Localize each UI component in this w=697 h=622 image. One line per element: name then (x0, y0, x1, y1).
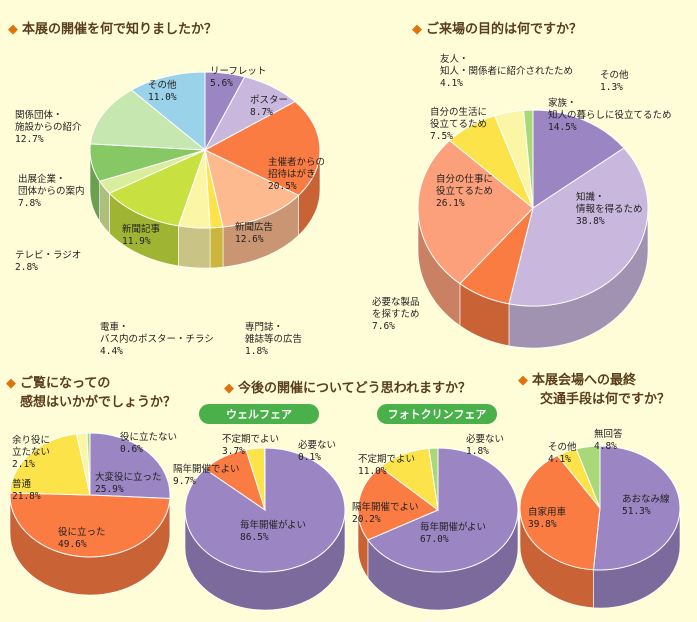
slice-label-1-2: ポスター 8.7% (250, 95, 288, 118)
slice-label-3-2: 役に立った 49.6% (58, 526, 106, 550)
slice-label-3-3: 普通 21.8% (12, 478, 41, 502)
slice-label-1-6: 電車・バス内のポスター・チラシ 4.4% (100, 321, 214, 357)
diamond-marker-icon: ◆ (224, 381, 234, 396)
pie-side-1-6 (178, 225, 211, 269)
pie-slice-1-10 (89, 89, 207, 151)
pie-slice-3-3 (9, 433, 91, 496)
slice-label-1-7: 新聞記事 11.9% (122, 223, 161, 247)
pie-slice-2-7 (523, 109, 534, 209)
header-4-text: 今後の開催についてどう思われますか？ (237, 380, 471, 396)
slice-label-2-7: その他 1.3% (600, 69, 629, 93)
pie-slice-2-2 (508, 147, 649, 307)
header-4: ◆ 今後の開催についてどう思われますか？ (224, 380, 471, 396)
pie-slice-4-4 (263, 447, 266, 511)
pie-slice-3-5 (86, 432, 91, 496)
slice-label-4-2: 隔年開催でよい 9.7% (173, 463, 240, 487)
slice-label-1-8: テレビ・ラジオ 2.8% (15, 250, 81, 273)
slice-label-3-5: 役に立たない 0.6% (120, 431, 177, 455)
pill-photo: フォトクリンフェア (377, 404, 497, 424)
diamond-marker-icon: ◆ (518, 373, 528, 388)
slice-label-2-5: 自分の生活に役立てるため 7.5% (430, 106, 487, 142)
header-2: ◆ ご来場の目的は何ですか？ (412, 21, 582, 37)
pie-slice-5-2 (357, 466, 439, 541)
header-3-line1: ご覧になっての (20, 375, 110, 391)
header-2-text: ご来場の目的は何ですか？ (426, 21, 582, 37)
slice-label-4-1: 毎年開催がよい 86.5% (240, 519, 306, 543)
slice-label-4-3: 不定期でよい 3.7% (222, 433, 279, 457)
slice-label-1-9: 出展企業・団体からの案内 7.8% (18, 173, 85, 209)
header-3: ◆ ご覧になっての 感想はいかがでしょうか？ (6, 375, 176, 410)
slice-label-1-5: 専門誌・雑誌等の広告 1.8% (245, 321, 302, 357)
pie-chart-5: 毎年開催がよい 67.0%隔年開催でよい 20.2% 不定期でよい 11.0% 必要ない 1… (352, 433, 519, 611)
pie-side-1-5 (209, 226, 224, 269)
header-5-line2: 交通手段は何ですか？ (540, 391, 670, 407)
pie-slice-5-4 (428, 447, 439, 511)
slice-label-2-4: 自分の仕事に役立てるため 26.1% (436, 173, 493, 209)
pie-slice-3-1 (89, 432, 171, 500)
pie-slice-1-3 (203, 100, 321, 196)
header-5: ◆ 本展会場への最終 交通手段は何ですか？ (518, 372, 670, 407)
slice-label-2-6: 友人・知人・関係者に紹介されたため 4.1% (440, 53, 573, 89)
header-1-text: 本展の開催を何で知りましたか？ (22, 21, 217, 37)
pill-welfare-bg (199, 404, 319, 424)
header-3-line2: 感想はいかがでしょうか？ (20, 394, 176, 410)
header-1: ◆ 本展の開催を何で知りましたか？ (8, 21, 217, 37)
pie-chart-6: あおなみ線 51.3% 自家用車 39.8% その他 4.1% 無回答 4.8% (519, 428, 681, 609)
slice-label-6-4: 無回答 4.8% (594, 428, 623, 452)
pie-chart-1: リーフレット 5.6% ポスター 8.7% 主催者からの招待はがき 20.5% 新聞広告 12… (15, 66, 325, 357)
slice-label-2-1: 家族・知人の暮らしに役立てるため 14.5% (548, 97, 672, 133)
slice-label-1-1: リーフレット 5.6% (210, 66, 266, 89)
pie-slice-3-2 (9, 492, 171, 558)
slice-label-3-4: 余り役に立たない 2.1% (12, 434, 50, 470)
slice-label-5-4: 必要ない 1.8% (466, 433, 504, 457)
slice-label-5-2: 隔年開催でよい 20.2% (352, 501, 419, 525)
slice-label-1-3: 主催者からの招待はがき 20.5% (268, 156, 325, 192)
pie-slice-6-1 (592, 445, 681, 571)
slice-label-4-4: 必要ない 0.1% (298, 439, 336, 463)
header-5-line1: 本展会場への最終 (532, 372, 637, 388)
slice-label-1-10: 関係団体・施設からの紹介 12.7% (15, 109, 82, 145)
slice-label-3-1: 大変役に立った 25.9% (95, 471, 162, 495)
slice-label-6-3: その他 4.1% (548, 441, 577, 465)
pie-slice-6-4 (575, 445, 601, 509)
slice-label-1-11: その他 11.0% (148, 79, 177, 103)
slice-label-1-4: 新聞広告 12.6% (235, 221, 273, 245)
slice-label-6-2: 自家用車 39.8% (528, 506, 567, 530)
pie-slice-2-4 (417, 139, 534, 285)
slice-label-5-1: 毎年開催がよい 67.0% (420, 521, 486, 545)
slice-label-2-3: 必要な製品を探すため 7.6% (372, 296, 420, 332)
charts-layer: リーフレット 5.6% ポスター 8.7% 主催者からの招待はがき 20.5% 新聞広告 12… (9, 53, 681, 611)
slice-label-5-3: 不定期でよい 11.0% (358, 453, 415, 477)
pie-slice-6-2 (519, 454, 601, 571)
slice-label-6-1: あおなみ線 51.3% (622, 493, 670, 517)
pie-slice-2-1 (532, 109, 625, 209)
pie-slice-1-11 (130, 71, 206, 152)
pill-welfare: ウェルフェア (199, 404, 319, 424)
pie-slice-5-1 (367, 447, 519, 573)
pie-slice-1-7 (108, 149, 206, 227)
pill-welfare-text: ウェルフェア (226, 408, 292, 421)
slice-label-2-2: 知識・情報を得るため 38.8% (576, 191, 643, 227)
pie-chart-4: 毎年開催がよい 86.5% 隔年開催でよい 9.7% 不定期でよい 3.7% 必要ない 0.1… (173, 433, 346, 611)
pie-slice-1-4 (204, 149, 300, 228)
pill-photo-bg (377, 404, 497, 424)
pie-chart-2: 家族・知人の暮らしに役立てるため 14.5% 知識・情報を得るため 38.8% 必要な製… (372, 53, 672, 349)
diamond-marker-icon: ◆ (6, 376, 16, 391)
pill-photo-text: フォトクリンフェア (388, 408, 487, 421)
diamond-marker-icon: ◆ (8, 22, 18, 37)
diamond-marker-icon: ◆ (412, 22, 422, 37)
pie-chart-3: 大変役に立った 25.9% 役に立った 49.6% 普通 21.8% 余り役に立たない 2.1… (9, 431, 177, 596)
